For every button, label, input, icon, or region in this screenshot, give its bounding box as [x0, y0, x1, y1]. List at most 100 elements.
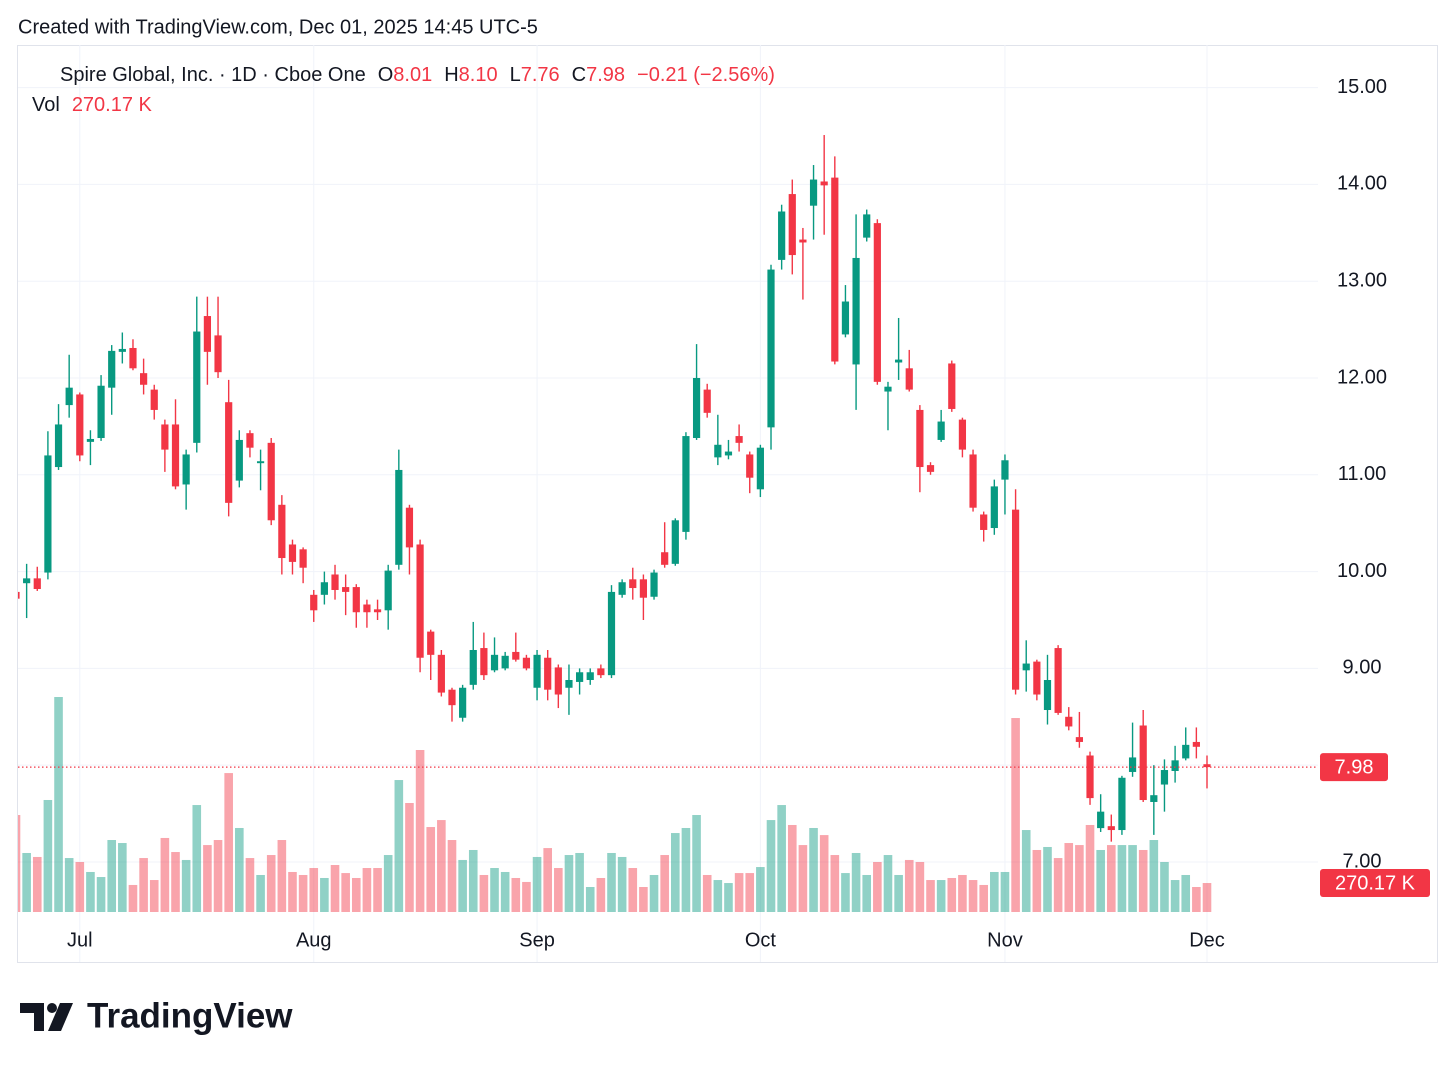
last-price-label: 7.98 — [1335, 756, 1374, 778]
candle-body — [469, 649, 477, 685]
volume-bar — [213, 840, 223, 912]
volume-bar — [873, 862, 882, 912]
x-tick-label: Dec — [1189, 929, 1225, 951]
y-tick-label: 9.00 — [1343, 657, 1382, 679]
candle-body — [948, 363, 956, 409]
candle-body — [161, 424, 169, 450]
candle-body — [586, 672, 594, 681]
last-volume-label: 270.17 K — [1335, 872, 1416, 894]
candle-body — [235, 439, 243, 481]
volume-bar — [383, 855, 393, 912]
volume-bar — [235, 827, 244, 912]
x-tick-label: Oct — [745, 929, 777, 951]
candle-body — [140, 373, 148, 385]
volume-bar — [149, 880, 159, 912]
candle-body — [44, 455, 52, 573]
candle-body — [1054, 648, 1062, 713]
last-price-box — [1320, 753, 1388, 782]
candle-body — [278, 504, 286, 559]
candle-body — [1203, 764, 1211, 768]
volume-bar — [692, 815, 701, 912]
volume-bar — [607, 852, 616, 912]
y-tick-label: 15.00 — [1337, 76, 1387, 98]
candle-body — [342, 587, 350, 592]
y-tick-label: 12.00 — [1337, 366, 1387, 388]
candle-body — [1011, 509, 1020, 690]
volume-bar — [1160, 862, 1169, 912]
candle-body — [331, 574, 339, 590]
candle-body — [225, 402, 233, 503]
volume-bar — [1106, 845, 1116, 912]
candle-body — [639, 579, 648, 598]
candle-body — [299, 549, 307, 568]
candle-body — [459, 687, 467, 718]
volume-bar — [713, 880, 723, 912]
volume-bar — [96, 877, 106, 912]
last-volume-box — [1320, 869, 1430, 898]
volume-bar — [1085, 824, 1095, 912]
volume-bar — [596, 877, 606, 912]
volume-bar — [936, 880, 946, 912]
volume-bar — [671, 833, 680, 912]
candle-body — [565, 680, 573, 688]
candle-body — [1001, 460, 1009, 480]
volume-bar — [1192, 887, 1201, 912]
candle-body — [533, 654, 541, 688]
candle-body — [661, 552, 669, 565]
candle-body — [958, 419, 967, 450]
volume-bar — [224, 773, 233, 912]
candle-body — [671, 520, 679, 564]
candle-body — [969, 454, 977, 508]
volume-bar — [990, 871, 999, 912]
volume-bar — [617, 856, 627, 912]
volume-bar — [43, 799, 53, 912]
volume-bar — [277, 840, 287, 912]
volume-bar — [681, 827, 691, 912]
candle-body — [214, 335, 222, 373]
plot-area — [18, 135, 1318, 912]
volume-bar — [1202, 883, 1212, 912]
candle-body — [1065, 716, 1073, 727]
volume-bar — [32, 856, 42, 912]
volume-bar — [1043, 846, 1052, 912]
candle-body — [267, 442, 275, 521]
volume-bar — [756, 867, 765, 912]
candle-body — [554, 667, 562, 695]
candle-body — [1182, 744, 1190, 759]
volume-bar — [915, 862, 925, 912]
volume-bar — [203, 845, 212, 912]
candle-body — [65, 387, 73, 406]
candle-body — [1022, 663, 1030, 671]
volume-bar — [766, 820, 776, 912]
volume-bar — [394, 780, 404, 912]
volume-bar — [777, 805, 786, 912]
candle-body — [714, 444, 722, 458]
volume-bar — [18, 815, 21, 912]
volume-bar — [1011, 718, 1020, 912]
volume-bar — [979, 884, 988, 912]
volume-bar — [1075, 845, 1084, 912]
candle-body — [437, 654, 445, 693]
volume-bar — [447, 840, 457, 912]
candle-body — [33, 578, 41, 590]
volume-bar — [309, 868, 319, 912]
volume-bar — [1128, 845, 1137, 912]
candle-body — [650, 572, 658, 597]
legend-open-label: O — [378, 64, 394, 86]
candle-body — [320, 582, 328, 595]
legend-low: 7.76 — [521, 64, 560, 86]
candle-body — [86, 438, 95, 442]
candle-body — [863, 214, 871, 238]
volume-bar — [947, 877, 957, 912]
candle-body — [54, 424, 63, 468]
candle-body — [692, 377, 701, 439]
volume-bar — [798, 845, 808, 912]
candle-body — [746, 454, 754, 478]
volume-bar — [330, 865, 340, 912]
volume-bar — [841, 873, 850, 912]
grid — [18, 45, 1318, 962]
candle-body — [1139, 725, 1147, 801]
volume-bar — [734, 873, 744, 912]
volume-bar — [373, 868, 382, 912]
